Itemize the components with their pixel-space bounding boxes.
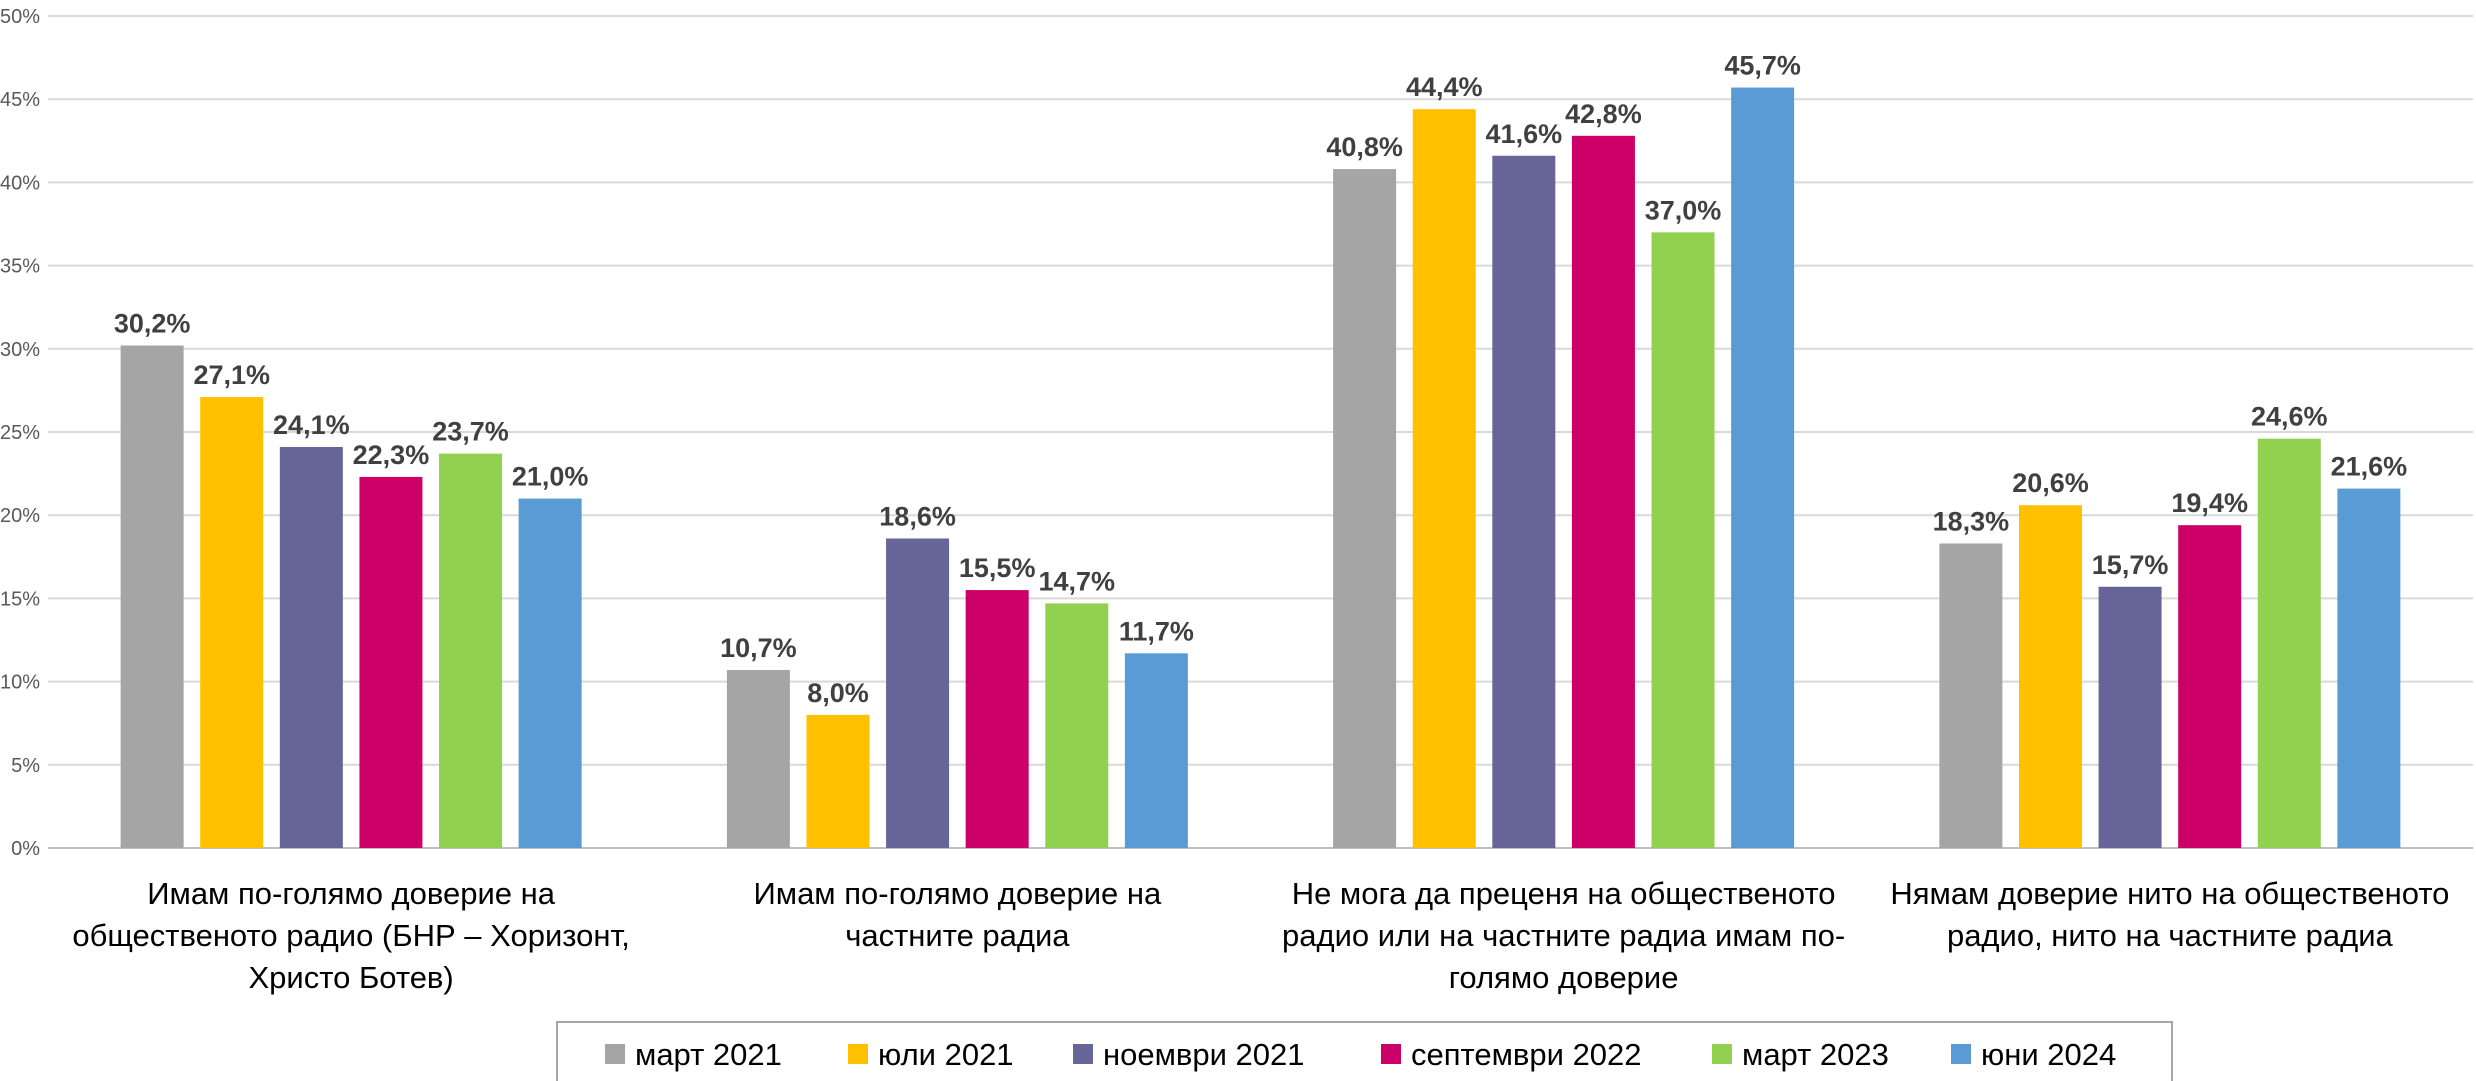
bar <box>2257 438 2321 848</box>
bar <box>1939 543 2003 848</box>
data-label: 45,7% <box>1724 51 1801 81</box>
x-category-label: голямо доверие <box>1449 960 1679 995</box>
data-label: 21,0% <box>512 462 589 492</box>
data-label: 27,1% <box>193 360 270 390</box>
data-label: 24,1% <box>273 410 350 440</box>
bar <box>279 446 343 848</box>
bar <box>1571 135 1635 849</box>
bar <box>726 669 790 848</box>
data-label: 30,2% <box>114 308 191 338</box>
y-tick-label: 50% <box>0 6 40 28</box>
data-label: 18,6% <box>879 501 956 531</box>
bar <box>886 538 950 848</box>
y-tick-label: 15% <box>0 588 40 610</box>
bar <box>2337 488 2401 848</box>
data-label: 42,8% <box>1565 99 1642 129</box>
x-category-label: радио, нито на частните радиа <box>1947 918 2394 953</box>
legend-swatch <box>1951 1044 1971 1064</box>
data-label: 23,7% <box>432 417 509 447</box>
bar <box>2098 586 2162 848</box>
y-axis: 0% 5% 10% 15% 20% 25% 30% 35% 40% 45% 50% <box>0 6 40 860</box>
legend-label: март 2021 <box>635 1037 782 1072</box>
bar <box>518 498 582 848</box>
x-category-label: частните радиа <box>845 918 1070 953</box>
x-category-label: Нямам доверие нито на общественото <box>1890 876 2449 911</box>
y-tick-label: 35% <box>0 256 40 278</box>
legend: март 2021 юли 2021 ноември 2021 септември 2… <box>556 1021 2173 1081</box>
bar <box>1492 155 1556 848</box>
data-label: 37,0% <box>1645 195 1722 225</box>
bar <box>2178 525 2242 848</box>
x-category-label: Имам по-голямо доверие на <box>753 876 1162 911</box>
data-label: 20,6% <box>2012 468 2089 498</box>
legend-label: юни 2024 <box>1981 1037 2116 1072</box>
data-label: 15,7% <box>2092 550 2169 580</box>
x-category-label: Имам по-голямо доверие на <box>147 876 556 911</box>
y-tick-label: 30% <box>0 339 40 361</box>
bar <box>1731 87 1795 848</box>
y-tick-label: 0% <box>11 838 40 860</box>
y-tick-label: 20% <box>0 505 40 527</box>
legend-swatch <box>1712 1044 1732 1064</box>
legend-label: март 2023 <box>1742 1037 1889 1072</box>
data-label: 14,7% <box>1038 566 1115 596</box>
y-tick-label: 45% <box>0 89 40 111</box>
legend-swatch <box>605 1044 625 1064</box>
x-category-label: Христо Ботев) <box>249 960 454 995</box>
x-category-label: общественото радио (БНР – Хоризонт, <box>72 918 630 953</box>
bar <box>1333 169 1397 848</box>
y-tick-label: 40% <box>0 172 40 194</box>
data-label: 41,6% <box>1486 119 1563 149</box>
bar <box>965 590 1029 848</box>
bar <box>1651 232 1715 848</box>
bar <box>2018 505 2082 848</box>
data-labels: 30,2%27,1%24,1%22,3%23,7%21,0% 10,7% 8,0% 1… <box>114 51 2407 708</box>
legend-swatch <box>848 1044 868 1064</box>
legend-label: септември 2022 <box>1411 1037 1642 1072</box>
data-label: 11,7% <box>1119 616 1194 646</box>
bar <box>200 397 264 848</box>
bar <box>1045 603 1109 848</box>
bar <box>120 345 184 848</box>
data-label: 21,6% <box>2331 452 2408 482</box>
data-label: 40,8% <box>1326 132 1403 162</box>
bars <box>120 87 2401 849</box>
bar <box>439 453 503 848</box>
x-category-label: радио или на частните радиа имам по- <box>1282 918 1845 953</box>
bar <box>1124 653 1188 848</box>
legend-label: юли 2021 <box>878 1037 1014 1072</box>
x-axis: Имам по-голямо доверие на общественото ра… <box>72 876 2449 995</box>
legend-swatch <box>1381 1044 1401 1064</box>
y-tick-label: 25% <box>0 422 40 444</box>
data-label: 10,7% <box>720 633 797 663</box>
data-label: 15,5% <box>959 553 1036 583</box>
legend-label: ноември 2021 <box>1103 1037 1305 1072</box>
bar <box>1412 109 1476 848</box>
y-tick-label: 5% <box>11 755 40 777</box>
bar <box>806 714 870 848</box>
legend-swatch <box>1073 1044 1093 1064</box>
x-category-label: Не мога да преценя на общественото <box>1292 876 1836 911</box>
data-label: 24,6% <box>2251 402 2328 432</box>
data-label: 22,3% <box>353 440 430 470</box>
data-label: 19,4% <box>2171 488 2248 518</box>
data-label: 18,3% <box>1933 506 2010 536</box>
bar <box>359 476 423 848</box>
y-tick-label: 10% <box>0 672 40 694</box>
legend-box <box>556 1021 2173 1081</box>
data-label: 8,0% <box>807 678 869 708</box>
data-label: 44,4% <box>1406 72 1483 102</box>
